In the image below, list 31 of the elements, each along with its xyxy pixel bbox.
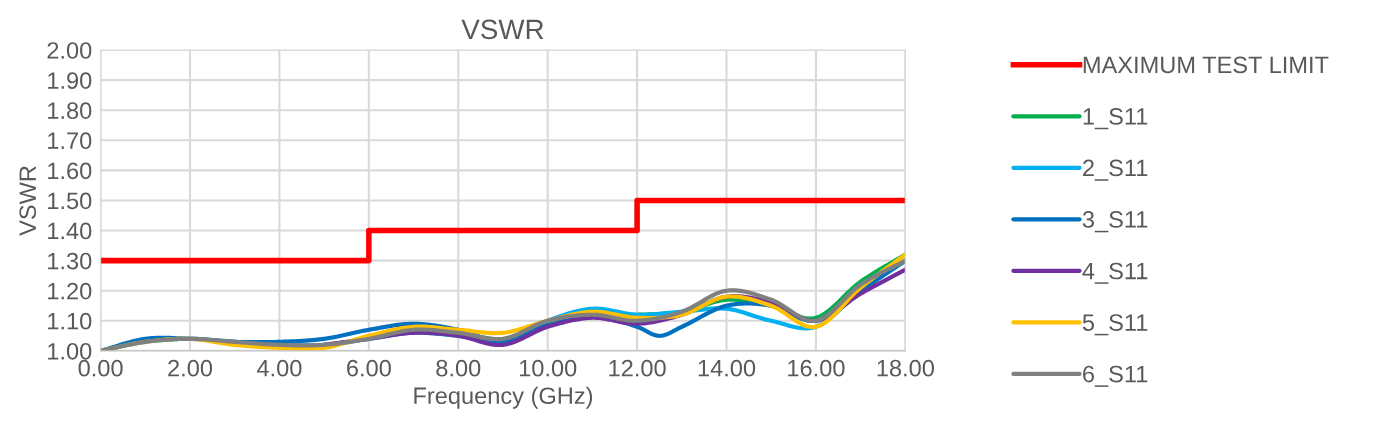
legend-label: 6_S11: [1083, 365, 1148, 387]
x-tick-label: 16.00: [788, 359, 845, 377]
y-tick-label: 1.40: [48, 222, 92, 240]
x-tick-label: 0.00: [78, 359, 123, 377]
x-tick-label: 4.00: [257, 359, 302, 377]
x-tick-label: 14.00: [698, 359, 756, 377]
x-tick-label: 10.00: [519, 359, 577, 377]
y-tick-label: 2.00: [47, 42, 92, 59]
y-tick-label: 1.00: [48, 342, 92, 360]
y-tick-label: 1.80: [48, 102, 92, 120]
legend-label: MAXIMUM TEST LIMIT: [1083, 56, 1329, 74]
legend-label: 4_S11: [1082, 262, 1148, 284]
y-axis-title: VSWR: [19, 166, 37, 236]
y-tick-label: 1.60: [48, 162, 92, 180]
legend-label: 2_S11: [1083, 159, 1148, 181]
x-tick-label: 8.00: [436, 359, 481, 377]
y-tick-label: 1.50: [48, 192, 92, 210]
chart-title: VSWR: [461, 19, 544, 40]
legend-label: 3_S11: [1082, 211, 1148, 233]
y-tick-label: 1.30: [48, 252, 92, 270]
y-tick-label: 1.20: [48, 282, 92, 300]
legend-label: 1_S11: [1083, 108, 1148, 130]
y-tick-label: 1.70: [48, 132, 92, 150]
x-axis-title: Frequency (GHz): [414, 386, 593, 409]
y-tick-label: 1.10: [48, 312, 92, 330]
x-tick-label: 6.00: [347, 359, 391, 377]
x-tick-label: 12.00: [609, 359, 666, 377]
x-tick-label: 2.00: [168, 359, 213, 377]
legend-label: 5_S11: [1082, 314, 1148, 336]
y-tick-label: 1.90: [48, 72, 92, 89]
x-tick-label: 18.00: [877, 359, 934, 377]
